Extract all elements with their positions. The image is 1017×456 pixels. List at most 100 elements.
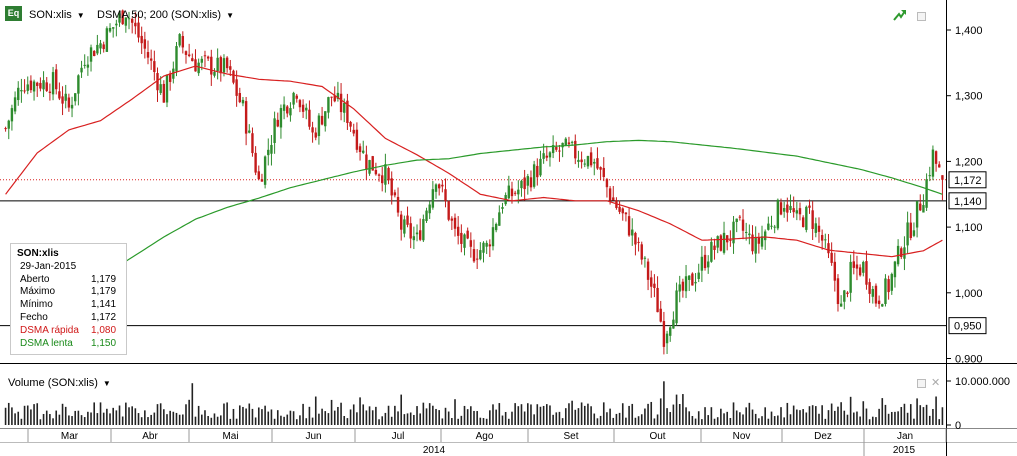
- volume-bar: [688, 411, 691, 425]
- candle-body: [197, 62, 200, 74]
- volume-bar: [356, 412, 358, 425]
- candle-body: [225, 57, 229, 69]
- candle-body: [273, 118, 276, 143]
- candle-body: [108, 27, 112, 32]
- candle-body: [336, 92, 340, 99]
- volume-bar: [144, 410, 146, 425]
- candle-body: [631, 229, 634, 236]
- volume-bar: [438, 410, 440, 425]
- info-symbol: SON:xlis: [17, 248, 59, 259]
- volume-bar: [840, 402, 842, 425]
- candle-body: [763, 231, 767, 241]
- volume-bar: [61, 403, 64, 425]
- volume-bar: [558, 411, 561, 425]
- candle-body: [700, 256, 704, 271]
- volume-bar: [30, 409, 32, 425]
- candle-body: [732, 221, 735, 244]
- volume-bar: [561, 418, 564, 425]
- candle-body: [643, 257, 647, 259]
- volume-bar: [169, 410, 171, 425]
- volume-bar: [659, 398, 662, 425]
- volume-selector[interactable]: Volume (SON:xlis) ▼: [8, 377, 111, 389]
- volume-bar: [451, 418, 453, 425]
- candle-body: [868, 282, 871, 294]
- y-tick-label: 0,900: [955, 354, 983, 366]
- candle-body: [526, 176, 530, 186]
- volume-bar: [118, 405, 121, 425]
- volume-bar: [223, 403, 225, 425]
- trend-arrow-icon[interactable]: [893, 9, 907, 21]
- candle-body: [4, 128, 7, 130]
- indicator-label: DSMA 50; 200 (SON:xlis): [97, 9, 222, 21]
- ohlc-info-box: SON:xlis 29-Jan-2015 Aberto 1,179 Máximo 1…: [10, 243, 127, 355]
- info-row-high: Máximo 1,179: [20, 286, 117, 298]
- volume-bar: [280, 415, 282, 425]
- candle-body: [102, 44, 105, 50]
- y-tick-label: 1,100: [955, 222, 983, 234]
- candle-body: [168, 73, 172, 82]
- volume-bar: [340, 402, 342, 425]
- volume-bar: [216, 416, 219, 425]
- candle-body: [134, 22, 137, 27]
- volume-bar: [39, 419, 42, 425]
- volume-bar: [501, 415, 504, 425]
- candle-body: [194, 59, 197, 72]
- indicator-selector[interactable]: DSMA 50; 200 (SON:xlis) ▼: [97, 9, 234, 21]
- volume-title: Volume (SON:xlis): [8, 377, 98, 389]
- candle-body: [77, 75, 80, 94]
- candle-body: [403, 219, 406, 234]
- volume-bar: [327, 413, 330, 425]
- candle-body: [561, 142, 564, 148]
- candle-body: [346, 100, 349, 123]
- volume-bar: [707, 415, 710, 425]
- candle-body: [324, 111, 327, 127]
- month-label: Nov: [733, 431, 751, 442]
- volume-bar: [238, 405, 241, 425]
- volume-bar: [295, 419, 298, 425]
- volume-bar: [599, 415, 602, 425]
- volume-bar: [849, 396, 852, 425]
- volume-bar: [691, 416, 694, 425]
- volume-bar: [669, 412, 672, 425]
- candle-body: [681, 281, 685, 291]
- volume-bars: [4, 381, 944, 425]
- candle-body: [776, 199, 780, 229]
- candle-body: [298, 100, 302, 108]
- restore-window-icon[interactable]: [917, 12, 926, 21]
- volume-bar: [365, 410, 368, 425]
- volume-bar: [745, 407, 747, 425]
- volume-bar: [305, 418, 308, 425]
- volume-bar: [618, 412, 621, 425]
- volume-bar: [292, 411, 295, 425]
- candle-body: [650, 277, 653, 287]
- volume-bar: [419, 413, 421, 425]
- year-label: 2015: [893, 445, 916, 456]
- restore-window-icon[interactable]: [917, 379, 926, 388]
- candle-body: [434, 184, 438, 192]
- volume-bar: [394, 405, 396, 425]
- volume-axis-label: 10.000.000: [955, 376, 1010, 388]
- candle-body: [368, 160, 371, 174]
- symbol-selector[interactable]: SON:xlis ▼: [29, 9, 85, 21]
- candle-body: [289, 108, 292, 116]
- last-price-label: 1,172: [954, 175, 982, 187]
- volume-bar: [197, 405, 200, 425]
- candle-body: [453, 217, 457, 229]
- volume-bar: [770, 411, 773, 425]
- volume-bar: [868, 419, 871, 425]
- volume-bar: [640, 414, 643, 425]
- volume-bar: [68, 415, 70, 425]
- candle-body: [412, 236, 416, 241]
- candle-body: [570, 141, 574, 143]
- volume-bar: [454, 399, 456, 425]
- candle-body: [241, 99, 245, 104]
- candle-body: [551, 145, 555, 154]
- candle-body: [786, 204, 789, 213]
- candle-body: [17, 87, 20, 101]
- candle-body: [488, 244, 492, 247]
- volume-bar: [476, 411, 478, 425]
- volume-bar: [536, 404, 539, 425]
- close-icon[interactable]: ✕: [931, 377, 941, 389]
- candle-body: [808, 205, 811, 208]
